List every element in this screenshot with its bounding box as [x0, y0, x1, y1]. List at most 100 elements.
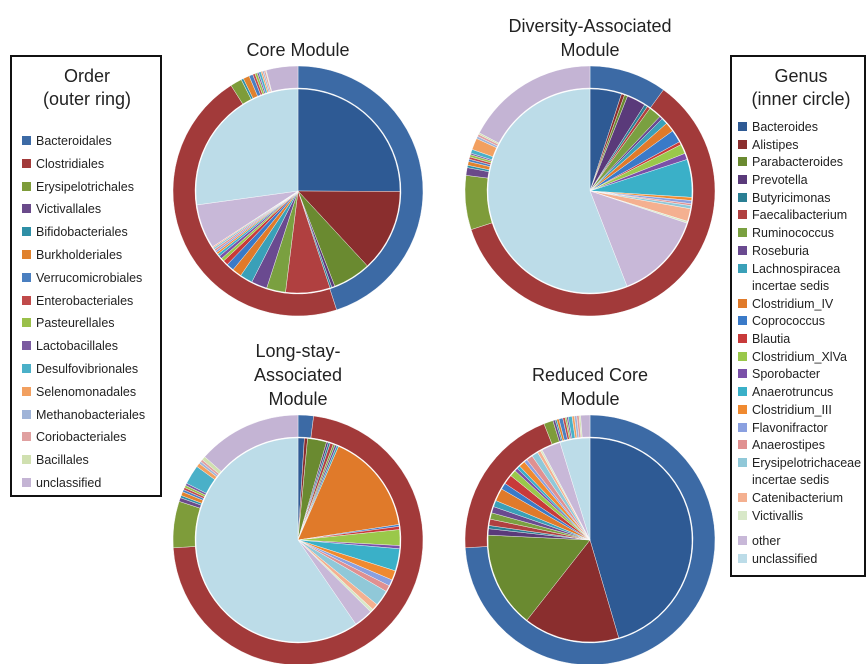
legend-swatch — [22, 272, 31, 282]
legend: Genus (inner circle) Bacteroides Alistipes… — [730, 55, 866, 577]
legend-entry: Bifidobacteriales — [22, 224, 152, 242]
legend-label: Coprococcus — [752, 314, 825, 329]
pie-slice — [589, 437, 693, 639]
legend-entry: Sporobacter — [738, 366, 864, 384]
legend-entry: Anaerostipes — [738, 437, 864, 455]
legend-swatch — [738, 245, 747, 255]
pie-slice — [297, 190, 401, 267]
pie-slice — [589, 190, 688, 287]
legend-swatch — [22, 318, 31, 328]
legend-label: Bifidobacteriales — [36, 225, 128, 240]
legend-entry: Lactobacillales — [22, 338, 152, 356]
legend-swatch — [738, 369, 747, 379]
legend-label: Roseburia — [752, 243, 809, 258]
legend-entry: Faecalibacterium — [738, 207, 864, 225]
outer-ring-segment — [465, 414, 716, 664]
legend-label: Victivallis — [752, 508, 804, 523]
legend-entry: unclassified — [22, 475, 152, 493]
legend-entry: Anaerotruncus — [738, 384, 864, 402]
legend-entry: Victivallis — [738, 508, 864, 526]
legend-entry: unclassified — [738, 551, 864, 569]
outer-ring-segment — [265, 65, 299, 92]
legend-swatch — [22, 249, 31, 259]
legend-swatch — [738, 157, 747, 167]
legend-entry: Clostridium_III — [738, 402, 864, 420]
legend-swatch — [738, 510, 747, 520]
legend-entry: Erysipelotrichales — [22, 179, 152, 197]
legend-swatch — [738, 422, 747, 432]
legend-swatch — [738, 175, 747, 185]
legend-entry: Desulfovibrionales — [22, 361, 152, 379]
legend-swatch — [738, 139, 747, 149]
legend-entry: Victivallales — [22, 201, 152, 219]
legend-swatch — [738, 263, 747, 273]
legend-swatch — [738, 298, 747, 308]
legend-label: Clostridium_XlVa — [752, 349, 847, 364]
outer-ring-segment — [580, 414, 591, 438]
legend-entry: Ruminococcus — [738, 225, 864, 243]
legend-swatch — [738, 553, 747, 563]
outer-ring-segment — [464, 175, 493, 230]
outer-ring-segment — [204, 414, 299, 472]
legend-label: Blautia — [752, 332, 791, 347]
chart-title: Diversity-Associated Module — [508, 16, 672, 60]
legend-swatch — [22, 455, 31, 465]
legend-entry: Bacteroidales — [22, 133, 152, 151]
legend-swatch — [22, 477, 31, 487]
legend-label: Prevotella — [752, 173, 808, 188]
legend-label: Lactobacillales — [36, 339, 118, 354]
legend-label: Clostridiales — [36, 156, 105, 171]
pie-slice — [487, 534, 591, 621]
legend-entry: Bacteroides — [738, 119, 864, 137]
legend-label: Coriobacteriales — [36, 430, 127, 445]
legend-label: Flavonifractor — [752, 420, 828, 435]
legend-label: other — [752, 534, 781, 549]
legend-title: Order (outer ring) — [42, 66, 132, 109]
legend-swatch — [22, 136, 31, 145]
legend-label: Erysipelotrichales — [36, 179, 134, 194]
legend: Order (outer ring) Bacteroidales Clostridi… — [10, 55, 162, 497]
legend-label: Catenibacterium — [752, 491, 844, 506]
legend-swatch — [738, 493, 747, 503]
legend-label: Methanobacteriales — [36, 407, 146, 422]
legend-swatch — [22, 341, 31, 351]
chart-title: Core Module — [246, 40, 350, 60]
legend-entry: Coriobacteriales — [22, 429, 152, 447]
legend-label: Selenomonadales — [36, 384, 137, 399]
outer-ring-segment — [470, 89, 716, 317]
legend-swatch — [738, 387, 747, 397]
legend-label: Pasteurellales — [36, 316, 115, 331]
pie-slice — [297, 446, 400, 541]
legend-entry: Coprococcus — [738, 313, 864, 331]
legend-entry: Clostridium_XlVa — [738, 349, 864, 367]
legend-entry: other — [738, 533, 864, 551]
pie-slice — [487, 88, 628, 294]
pie-slice — [297, 88, 401, 192]
legend-label: Butyricimonas — [752, 190, 831, 205]
legend-entry: Catenibacterium — [738, 490, 864, 508]
legend-label: Clostridium_IV — [752, 296, 834, 311]
legend-label: Faecalibacterium — [752, 208, 848, 223]
legend-swatch — [22, 363, 31, 373]
legend-entry: Pasteurellales — [22, 315, 152, 333]
legend-label: Bacillales — [36, 453, 89, 468]
outer-ring-segment — [173, 415, 424, 664]
legend-label: Burkholderiales — [36, 247, 123, 262]
legend-label: Anaerostipes — [752, 438, 825, 453]
legend-entry: Lachnospiracea incertae sedis — [738, 261, 864, 296]
pie-slice — [195, 437, 357, 643]
legend-title: Genus (inner circle) — [751, 66, 851, 109]
legend-swatch — [738, 122, 747, 131]
legend-swatch — [738, 228, 747, 238]
legend-label: Alistipes — [752, 137, 799, 152]
legend-label: Parabacteroides — [752, 155, 844, 170]
legend-label: Ruminococcus — [752, 226, 834, 241]
legend-swatch — [738, 210, 747, 220]
legend-entry: Butyricimonas — [738, 190, 864, 208]
legend-swatch — [738, 404, 747, 414]
legend-label: Bacteroidales — [36, 134, 112, 148]
legend-entry: Flavonifractor — [738, 420, 864, 438]
legend-swatch — [22, 181, 31, 191]
chart-title: Long-stay- Associated Module — [253, 341, 343, 409]
